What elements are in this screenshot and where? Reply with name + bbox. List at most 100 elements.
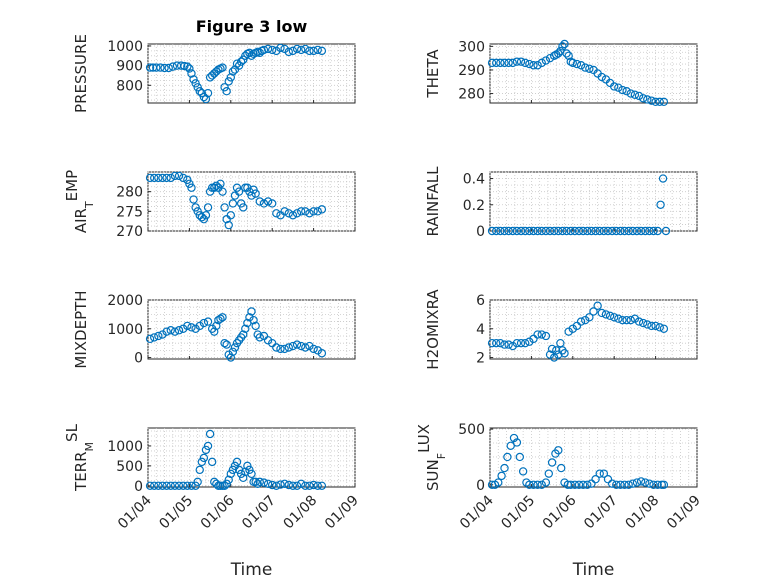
y-tick-label: 1000 — [107, 39, 143, 55]
data-point — [545, 53, 555, 63]
data-point — [525, 226, 534, 236]
data-point — [207, 457, 217, 467]
data-point — [558, 226, 567, 236]
data-point — [516, 57, 526, 66]
data-point — [174, 481, 184, 491]
data-point — [564, 327, 573, 336]
data-point — [620, 480, 629, 489]
data-point — [245, 465, 254, 475]
data-point — [587, 479, 596, 488]
data-point — [529, 480, 538, 489]
data-point — [614, 314, 623, 323]
data-point — [220, 481, 229, 491]
grid-lines — [489, 428, 698, 487]
data-point — [301, 44, 310, 54]
data-point — [554, 49, 563, 58]
data-point — [508, 58, 517, 68]
data-point — [236, 199, 246, 208]
data-point — [239, 473, 248, 483]
axes-box — [147, 427, 356, 488]
data-point — [603, 475, 613, 484]
data-point — [653, 226, 662, 236]
data-point — [268, 480, 277, 490]
data-series — [145, 171, 327, 230]
data-point — [236, 57, 246, 66]
data-point — [160, 63, 169, 73]
x-tick-label: 01/08 — [281, 493, 321, 533]
data-point — [638, 318, 648, 328]
data-point — [309, 344, 318, 354]
data-point — [605, 311, 615, 321]
data-point — [191, 203, 200, 212]
data-point — [232, 183, 242, 192]
data-point — [247, 191, 256, 200]
data-point — [626, 315, 635, 325]
data-point — [183, 481, 192, 491]
axes-box — [489, 427, 698, 488]
data-point — [638, 94, 648, 103]
y-tick-label: 275 — [116, 204, 143, 220]
data-point — [226, 73, 235, 82]
data-point — [145, 481, 155, 491]
data-point — [622, 86, 631, 96]
x-tick-label: 01/06 — [198, 492, 238, 532]
data-point — [661, 226, 671, 236]
data-point — [263, 44, 273, 54]
data-point — [170, 481, 180, 491]
data-point — [317, 349, 327, 358]
data-point — [614, 83, 623, 92]
y-tick-label: 0 — [476, 224, 485, 240]
data-point — [516, 226, 526, 236]
data-point — [487, 338, 497, 348]
data-point — [599, 469, 609, 478]
data-point — [529, 61, 538, 70]
data-point — [512, 438, 522, 447]
data-point — [272, 343, 281, 352]
data-point — [655, 97, 664, 107]
x-tick-label: 01/07 — [239, 493, 279, 533]
y-tick-label: 280 — [458, 87, 485, 103]
data-point — [234, 187, 244, 196]
data-point — [576, 317, 586, 326]
data-point — [158, 330, 167, 339]
data-point — [301, 207, 310, 216]
data-point — [599, 226, 609, 236]
subplot-terr-msl: 0 500 1000 TERRMSL 01/04 01/05 01/06 01/07 01/08… — [63, 423, 362, 580]
data-point — [520, 58, 530, 68]
subplot-rainfall: 0 0.2 0.4 RAINFALL — [424, 166, 698, 240]
data-point — [520, 226, 530, 236]
data-point — [593, 301, 602, 310]
data-point — [554, 350, 563, 359]
data-point — [578, 480, 588, 489]
data-point — [558, 42, 567, 51]
data-point — [236, 469, 246, 479]
data-point — [628, 226, 638, 236]
data-point — [585, 64, 594, 73]
data-point — [145, 63, 155, 72]
data-point — [616, 226, 625, 236]
data-point — [292, 209, 302, 218]
data-point — [195, 465, 204, 475]
data-point — [228, 67, 238, 76]
y-tick-label: 800 — [116, 78, 143, 94]
data-point — [255, 197, 264, 206]
data-point — [509, 433, 519, 443]
data-point — [158, 481, 167, 491]
data-point — [189, 195, 198, 204]
data-point — [576, 61, 586, 70]
data-point — [572, 59, 582, 69]
grid-lines — [147, 428, 356, 487]
data-point — [178, 173, 188, 183]
data-point — [645, 479, 654, 488]
data-point — [232, 457, 242, 467]
data-point — [152, 63, 161, 72]
data-point — [624, 226, 633, 236]
data-point — [154, 331, 163, 341]
data-point — [226, 211, 235, 220]
y-tick-label: 0 — [476, 478, 485, 494]
data-point — [280, 344, 289, 354]
y-axis-label: AIRTEMP — [63, 170, 96, 233]
data-point — [518, 467, 528, 476]
data-point — [284, 480, 293, 490]
